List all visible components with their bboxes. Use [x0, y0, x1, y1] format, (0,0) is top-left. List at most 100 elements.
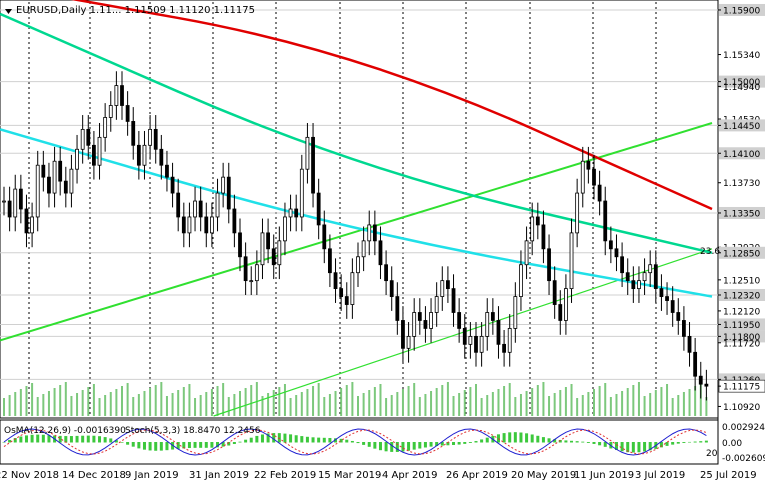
volume-bars [3, 382, 708, 416]
osma-bar [407, 442, 411, 451]
candle-body [378, 240, 383, 266]
candle-body [266, 232, 270, 250]
date-tick-label: 14 Dec 2018 [62, 470, 126, 481]
price-tick-label: 1.12850 [723, 249, 760, 259]
osma-bar [581, 441, 585, 443]
osma-bar [2, 442, 6, 443]
osma-bar [530, 434, 534, 443]
volume-bar [548, 396, 551, 416]
volume-bar [536, 385, 539, 416]
osma-bar [210, 442, 214, 448]
osma-bar [468, 442, 472, 443]
osma-bar [176, 442, 180, 449]
candle-body [496, 320, 501, 345]
volume-bar [531, 388, 534, 416]
volume-bar [345, 385, 348, 416]
candle-body [676, 312, 681, 321]
volume-bar [637, 382, 640, 416]
candle-body [215, 192, 220, 218]
volume-bar [469, 387, 472, 416]
osma-bar [339, 438, 343, 443]
candle-body [653, 264, 658, 290]
candle-body [614, 248, 619, 258]
osc-scale-top: 0.002924 [722, 423, 765, 433]
level-price-box [719, 288, 765, 301]
osma-bar [159, 442, 163, 451]
osma-bar [395, 442, 399, 452]
osma-bar [541, 437, 545, 443]
volume-bar [132, 397, 135, 416]
date-tick-label: 26 Apr 2019 [446, 470, 508, 481]
volume-bar [36, 397, 39, 416]
volume-bar [171, 393, 174, 416]
volume-bar [3, 398, 5, 416]
volume-bar [643, 396, 646, 416]
volume-bar [317, 383, 320, 416]
osma-bar [345, 439, 349, 443]
candle-body [490, 312, 495, 321]
candle-body [181, 216, 186, 234]
volume-bar [413, 383, 416, 416]
candle-body [299, 168, 304, 218]
osma-bar [440, 442, 444, 446]
volume-bar [677, 395, 680, 416]
level-price-box [719, 119, 765, 132]
candle-body [586, 160, 591, 170]
osma-bar [36, 434, 40, 443]
volume-bar [666, 384, 669, 416]
candle-body [294, 208, 299, 218]
volume-bar [463, 390, 466, 416]
osma-bar [334, 438, 338, 443]
candle-body [80, 128, 85, 150]
candle-body [648, 264, 653, 274]
candle-body [575, 192, 580, 234]
volume-bar [239, 391, 241, 416]
stoch-signal-line [3, 429, 707, 455]
osma-bar [154, 442, 158, 451]
date-tick-label: 20 May 2019 [511, 470, 576, 481]
volume-bar [593, 389, 595, 416]
volume-bar [216, 386, 219, 416]
candle-body [7, 200, 12, 218]
price-tick-label: 1.12510 [723, 276, 760, 286]
volume-bar [59, 385, 62, 416]
osma-bar [131, 442, 135, 447]
candle-body [35, 164, 40, 218]
candle-body [142, 144, 147, 166]
volume-bar [357, 396, 359, 416]
candle-body [339, 288, 344, 297]
date-tick-label: 11 Jun 2019 [574, 470, 634, 481]
candle-body [665, 296, 669, 301]
candle-body [344, 296, 349, 305]
osma-bar [277, 433, 281, 443]
volume-bar [53, 388, 56, 416]
osma-bar [41, 434, 45, 443]
volume-bar [525, 391, 528, 416]
volume-bar [323, 397, 326, 416]
volume-bar [70, 396, 73, 416]
date-tick-label: 9 Jan 2019 [125, 470, 179, 481]
volume-bar [8, 395, 11, 416]
candle-body [429, 312, 433, 329]
candle-body [97, 136, 102, 166]
osma-bar [626, 442, 630, 453]
osma-bar [665, 442, 669, 446]
volume-bar [165, 396, 168, 416]
osma-bar [452, 442, 456, 445]
volume-bar [491, 392, 494, 416]
osma-bar [620, 442, 624, 452]
osma-bar [8, 439, 12, 443]
osma-bar [232, 442, 236, 445]
volume-bar [705, 397, 708, 416]
volume-bar [570, 384, 573, 416]
osma-bar [485, 437, 489, 443]
candle-body [120, 85, 124, 106]
volume-bar [373, 387, 376, 416]
osma-bar [659, 442, 663, 448]
stoch-main-line [3, 428, 707, 456]
level-price-box [719, 246, 765, 259]
chevron-down-icon[interactable] [5, 9, 12, 14]
osma-bar [109, 438, 113, 443]
volume-bar [401, 389, 404, 416]
